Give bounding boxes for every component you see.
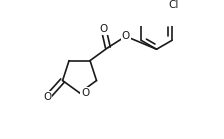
Text: O: O [122,31,130,41]
Text: O: O [43,92,51,102]
Text: O: O [81,88,89,98]
Text: O: O [100,24,108,34]
Text: Cl: Cl [168,0,179,10]
